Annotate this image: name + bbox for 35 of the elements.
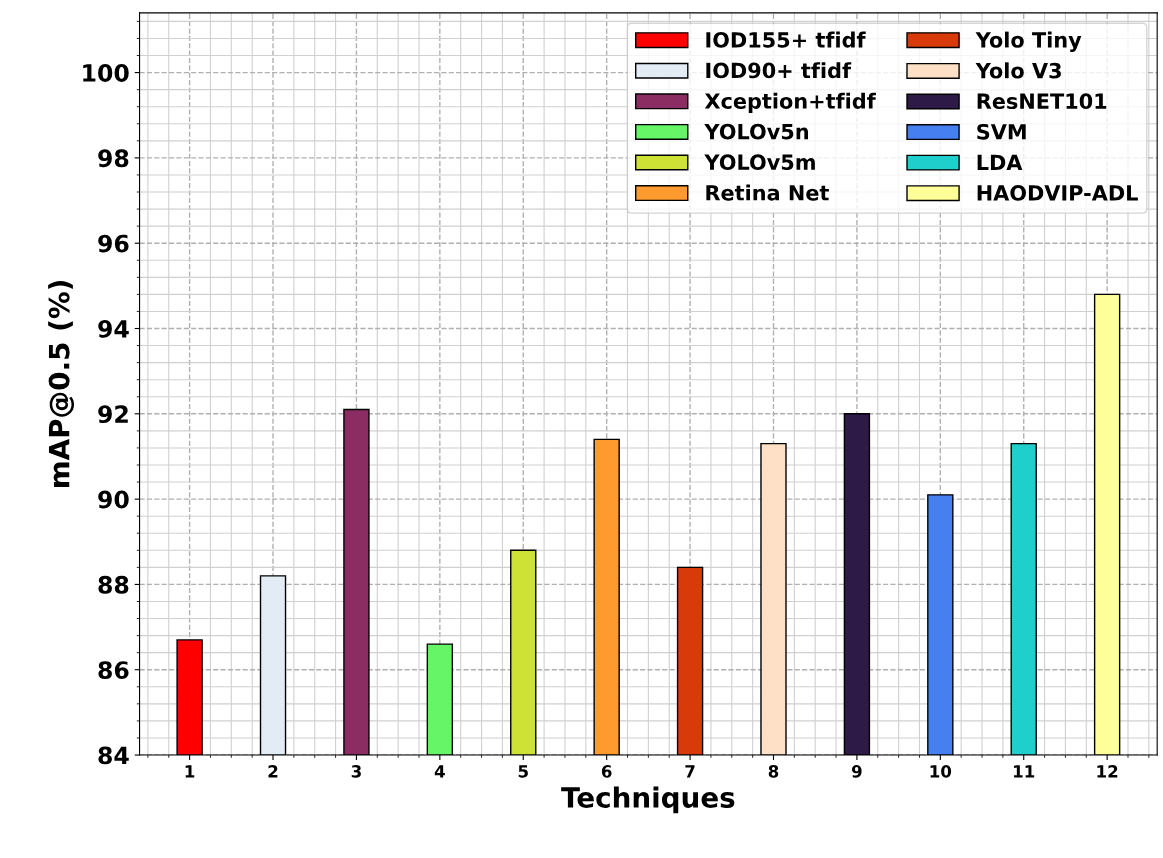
y-tick-label: 88 [98, 575, 129, 594]
legend-label: Yolo V3 [975, 62, 1061, 79]
y-tick-label: 92 [98, 405, 128, 424]
y-tick-label: 100 [83, 64, 129, 82]
x-tick-label: 4 [434, 765, 445, 778]
legend-label: IOD90+ tfidf [706, 62, 852, 79]
x-tick-label: 3 [351, 765, 361, 778]
x-axis-title: Techniques [561, 786, 735, 814]
x-tick-label: 2 [268, 765, 278, 778]
y-tick-label: 94 [98, 319, 129, 338]
x-tick-label: 6 [601, 765, 612, 778]
y-tick-label: 86 [98, 661, 129, 680]
x-tick-label: 7 [685, 765, 695, 778]
legend-label: Xception+tfidf [704, 92, 876, 113]
legend-label: IOD155+ tfidf [706, 31, 866, 48]
legend-label: HAODVIP-ADL [977, 185, 1138, 201]
y-axis-title: mAP@0.5 (%) [48, 281, 75, 487]
x-tick-label: 8 [768, 765, 779, 778]
legend-label: ResNET101 [977, 93, 1107, 110]
x-tick-label: 5 [518, 765, 528, 778]
legend-label: LDA [977, 154, 1023, 170]
legend-label: Yolo Tiny [975, 31, 1082, 52]
x-tick-label: 12 [1097, 765, 1118, 778]
y-tick-label: 96 [98, 234, 129, 253]
legend-label: Retina Net [706, 184, 829, 201]
x-tick-label: 11 [1014, 765, 1035, 778]
legend-label: SVM [977, 123, 1026, 140]
legend-label: YOLOv5m [704, 154, 815, 171]
y-tick-label: 90 [98, 490, 129, 509]
x-tick-label: 9 [851, 765, 862, 778]
x-tick-label: 10 [930, 765, 952, 778]
x-tick-label: 1 [185, 765, 195, 778]
y-tick-label: 84 [98, 746, 129, 765]
legend-label: YOLOv5n [704, 123, 809, 140]
y-tick-label: 98 [98, 149, 129, 168]
